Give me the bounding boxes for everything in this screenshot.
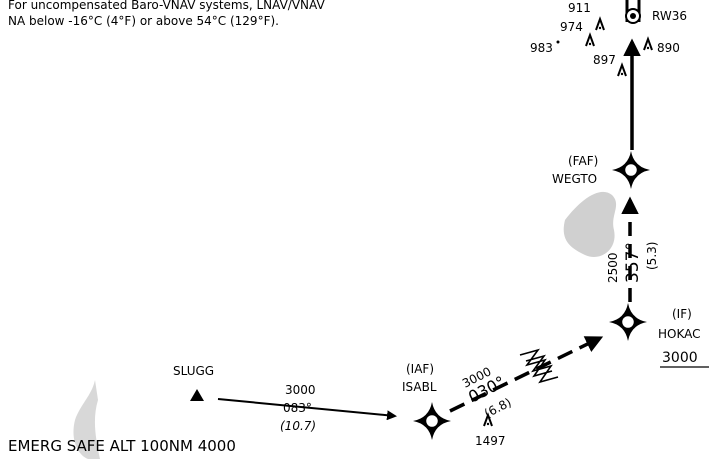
- fix: [611, 150, 651, 190]
- leg-course: 357°: [623, 242, 643, 283]
- obstacle-label: 974: [560, 20, 583, 34]
- waypoint: [190, 389, 204, 401]
- leg-distance: (5.3): [645, 242, 659, 270]
- lake: [73, 380, 100, 459]
- leg-distance: (10.7): [280, 419, 316, 433]
- leg-course: 083°: [283, 401, 312, 415]
- note: For uncompensated Baro-VNAV systems, LNA…: [8, 0, 325, 12]
- fix-role: (IF): [672, 307, 692, 321]
- obstacle-label: 890: [657, 41, 680, 55]
- msa: EMERG SAFE ALT 100NM 4000: [8, 437, 236, 455]
- fix-role: (IAF): [406, 362, 434, 376]
- obstacle-label: 983: [530, 41, 553, 55]
- fix-name: WEGTO: [552, 172, 597, 186]
- fix-role: (FAF): [568, 154, 598, 168]
- note: NA below -16°C (4°F) or above 54°C (129°…: [8, 14, 279, 28]
- fix: [412, 401, 452, 441]
- fix-name: SLUGG: [173, 364, 214, 378]
- obstacle: [556, 40, 560, 44]
- obstacle-label: 897: [593, 53, 616, 67]
- fix: [608, 302, 648, 342]
- leg: [449, 336, 604, 413]
- obstacle: [643, 38, 653, 51]
- runway-label: RW36: [652, 9, 687, 23]
- obstacle-label: 911: [568, 1, 591, 15]
- runway-symbol: [630, 13, 636, 19]
- leg-altitude: 2500: [606, 252, 620, 283]
- lake: [563, 191, 617, 258]
- fix-name: ISABL: [402, 380, 437, 394]
- leg: [217, 398, 397, 421]
- fix-altitude: 3000: [662, 350, 698, 366]
- not-to-scale: [519, 348, 559, 384]
- obstacle: [585, 34, 595, 47]
- obstacle: [617, 64, 627, 77]
- leg-altitude: 3000: [285, 383, 316, 397]
- obstacle: [595, 18, 605, 31]
- fix-name: HOKAC: [658, 327, 701, 341]
- obstacle-label: 1497: [475, 434, 506, 448]
